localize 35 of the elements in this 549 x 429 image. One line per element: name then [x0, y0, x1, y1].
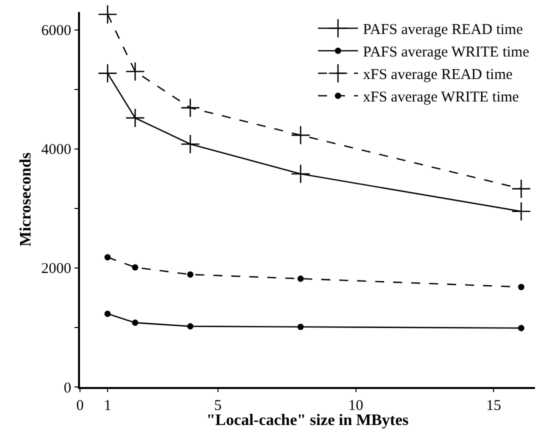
point — [98, 4, 118, 24]
y-tick-label: 0 — [64, 380, 72, 396]
point — [132, 320, 138, 326]
x-tick-label: 5 — [214, 398, 222, 414]
point — [290, 125, 310, 145]
legend-label: xFS average WRITE time — [363, 90, 520, 106]
legend-label: PAFS average READ time — [363, 22, 524, 38]
point — [180, 134, 200, 154]
point — [518, 324, 524, 332]
point — [125, 62, 145, 82]
legend-label: PAFS average WRITE time — [363, 44, 530, 61]
x-tick-label: 0 — [76, 398, 84, 414]
y-tick-label: 6000 — [41, 23, 72, 40]
y-axis-title: Microseconds — [18, 152, 35, 246]
point — [180, 98, 200, 118]
point — [132, 264, 138, 271]
point — [104, 254, 111, 260]
y-tick-label: 4000 — [41, 142, 72, 158]
point — [125, 108, 145, 128]
x-tick-label: 15 — [486, 398, 502, 414]
point — [511, 202, 531, 222]
point — [187, 271, 194, 278]
legend-label: xFS average READ time — [363, 67, 513, 84]
y-tick-label: 2000 — [41, 261, 72, 278]
point — [187, 323, 194, 330]
x-tick-label: 1 — [104, 398, 112, 414]
x-tick-label: 10 — [348, 398, 364, 414]
point — [98, 64, 118, 84]
point — [290, 164, 310, 184]
x-axis-title: "Local-cache" size in MBytes — [206, 412, 409, 429]
point — [297, 276, 304, 282]
point — [104, 310, 111, 317]
point — [511, 179, 531, 199]
point — [297, 324, 304, 330]
point — [518, 284, 524, 290]
